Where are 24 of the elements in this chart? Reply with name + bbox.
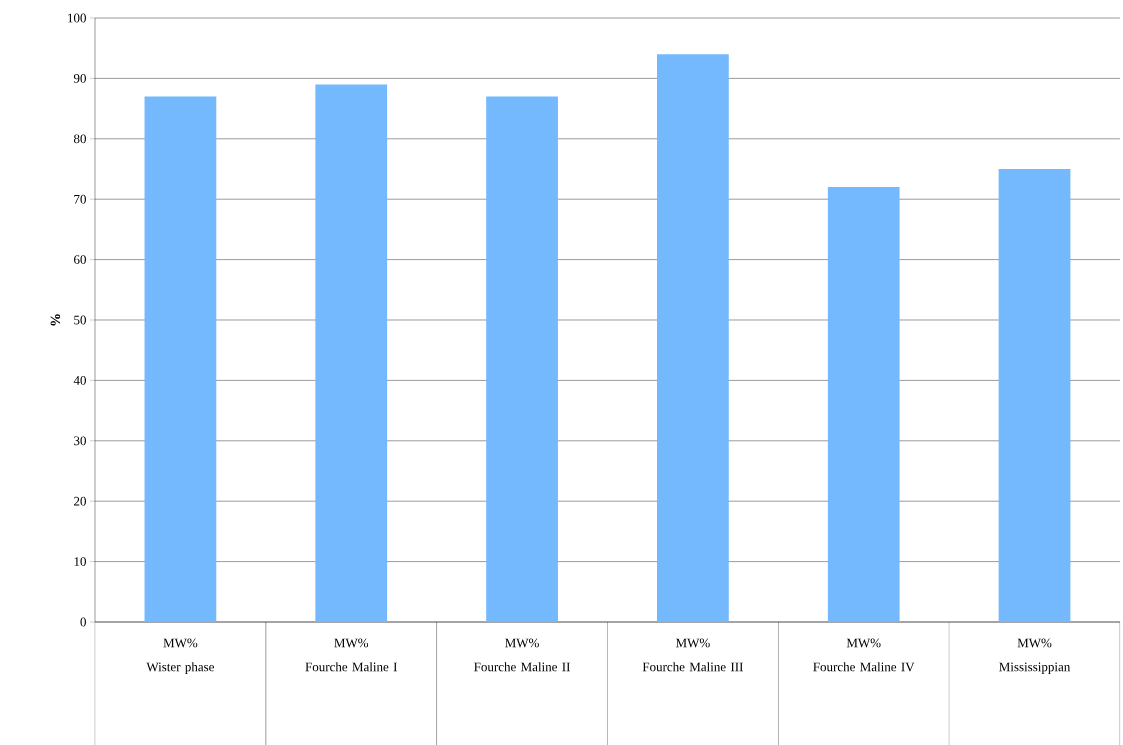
y-tick-label: 20 bbox=[74, 496, 86, 506]
series-label: MW% bbox=[163, 638, 198, 648]
text: MW% bbox=[505, 638, 539, 648]
y-tick-label: 60 bbox=[74, 255, 86, 264]
text: MW% bbox=[334, 638, 369, 648]
x-tick-label: Fourche Maline III bbox=[642, 662, 743, 672]
y-tick-label: 50 bbox=[74, 315, 86, 325]
y-tick-label: 100 bbox=[68, 13, 86, 23]
y-tick-label: 30 bbox=[74, 436, 86, 446]
y-axis-title: % bbox=[50, 314, 61, 326]
x-tick-label: Mississippian bbox=[999, 662, 1071, 674]
x-tick-label: Wister phase bbox=[146, 662, 214, 674]
y-tick-label: 80 bbox=[73, 134, 86, 144]
text: MW% bbox=[675, 638, 710, 648]
y-tick-label: 90 bbox=[73, 74, 86, 83]
text: MW% bbox=[846, 638, 881, 648]
text: MW% bbox=[1017, 638, 1052, 648]
y-tick-label: 40 bbox=[73, 376, 86, 385]
y-tick-label: 0 bbox=[80, 617, 86, 627]
x-tick-label: Fourche Maline II bbox=[474, 662, 570, 672]
y-tick-label: 70 bbox=[74, 194, 86, 204]
y-tick-label: 10 bbox=[74, 557, 86, 566]
x-tick-label: Fourche Maline IV bbox=[813, 662, 915, 672]
x-tick-label: Fourche Maline I bbox=[305, 662, 397, 672]
